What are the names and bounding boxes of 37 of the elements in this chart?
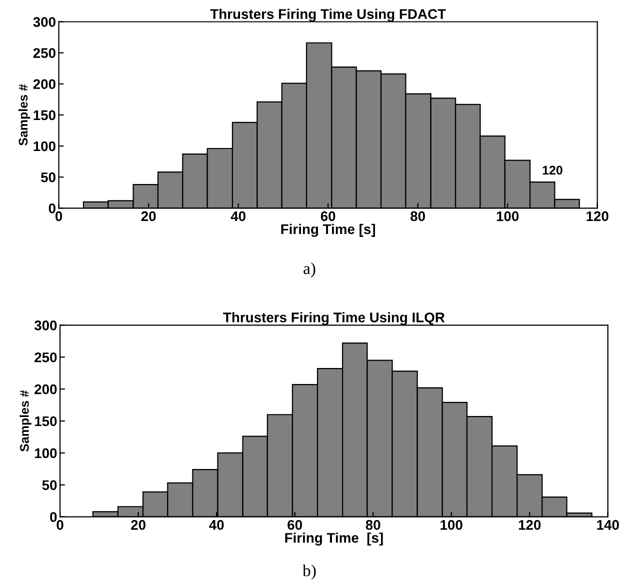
x-tick-label: 120 <box>586 211 608 222</box>
x-tick-label: 0 <box>56 520 64 530</box>
chart-title: Thrusters Firing Time Using FDACT <box>210 8 446 22</box>
y-tick-label: 300 <box>33 17 56 27</box>
x-tick-label: 60 <box>288 520 302 530</box>
x-tick-label: 60 <box>320 211 336 222</box>
y-tick-label: 300 <box>34 320 57 330</box>
x-tick-label: 80 <box>366 520 380 530</box>
y-tick-label: 50 <box>42 480 57 490</box>
x-axis-title: Firing Time [s] <box>285 532 383 546</box>
y-tick-label: 150 <box>34 416 57 426</box>
x-axis-title: Firing Time [s] <box>281 224 376 237</box>
text: a) <box>304 262 316 278</box>
y-tick-label: 0 <box>48 203 56 214</box>
y-tick-label: 100 <box>34 448 57 458</box>
chart-title: Thrusters Firing Time Using ILQR <box>223 312 445 326</box>
annotation: 120 <box>542 166 562 175</box>
y-tick-label: 150 <box>34 110 56 120</box>
y-axis-title: Samples # <box>20 390 32 452</box>
x-tick-label: 80 <box>410 211 425 222</box>
x-tick-label: 120 <box>518 520 541 530</box>
x-tick-label: 40 <box>209 520 224 530</box>
y-tick-label: 250 <box>33 48 56 58</box>
text: b) <box>302 564 316 580</box>
x-tick-label: 40 <box>230 211 246 222</box>
y-axis-title: Samples # <box>18 84 30 146</box>
y-tick-label: 50 <box>41 172 56 182</box>
x-tick-label: 100 <box>440 520 462 530</box>
x-tick-label: 20 <box>131 520 146 530</box>
x-tick-label: 100 <box>496 211 519 222</box>
y-tick-label: 200 <box>34 384 57 394</box>
x-tick-label: 140 <box>597 520 619 530</box>
y-tick-label: 0 <box>50 512 57 522</box>
x-tick-label: 20 <box>141 211 156 222</box>
y-tick-label: 250 <box>34 352 57 362</box>
y-tick-label: 100 <box>34 141 56 152</box>
y-tick-label: 200 <box>33 79 56 90</box>
